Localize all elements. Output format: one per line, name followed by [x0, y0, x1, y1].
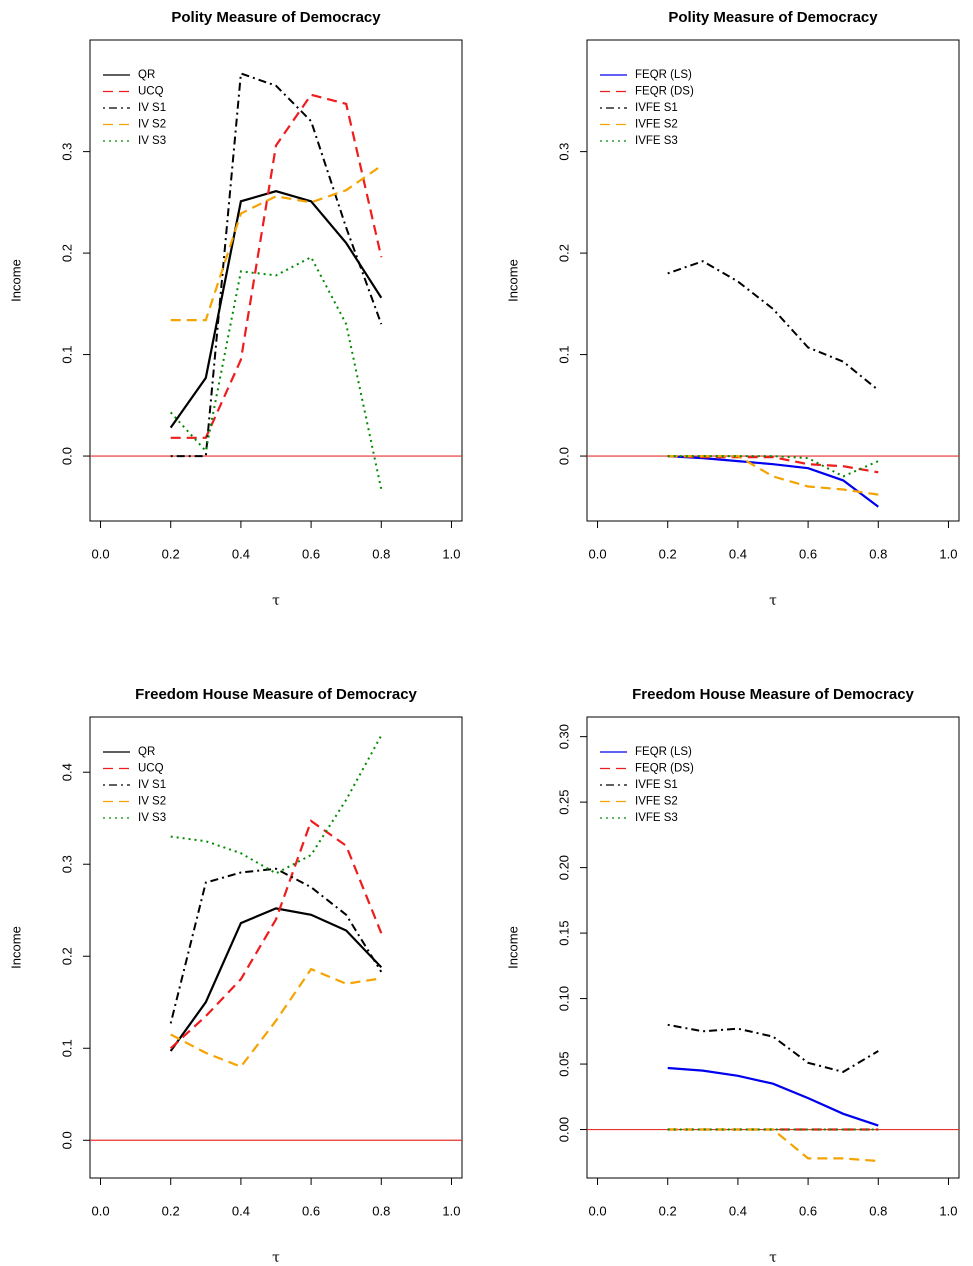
y-tick-label: 0.3 [556, 143, 571, 161]
y-tick-label: 0.0 [556, 447, 571, 465]
y-tick-label: 0.0 [59, 1131, 74, 1149]
x-tick-label: 0.2 [659, 1203, 677, 1218]
legend-label: UCQ [138, 86, 164, 98]
y-axis-label: Income [505, 926, 520, 969]
y-tick-label: 0.2 [556, 244, 571, 262]
x-tick-label: 0.2 [162, 1203, 180, 1218]
y-tick-label: 0.15 [556, 920, 571, 945]
x-axis-label: τ [769, 1250, 777, 1266]
y-tick-label: 0.2 [59, 244, 74, 262]
x-axis-label: τ [272, 1250, 280, 1266]
legend-label: IV S2 [138, 796, 166, 808]
x-tick-label: 0.6 [799, 1203, 817, 1218]
series-line [170, 93, 383, 439]
chart-title: Freedom House Measure of Democracy [632, 686, 914, 703]
y-axis-label: Income [8, 259, 23, 302]
series-line [667, 455, 879, 508]
x-tick-label: 1.0 [442, 1203, 460, 1218]
y-tick-label: 0.00 [556, 1117, 571, 1142]
legend-label: IV S3 [138, 135, 166, 147]
x-tick-label: 0.6 [302, 1203, 320, 1218]
series-line [667, 455, 879, 496]
legend-label: FEQR (DS) [635, 763, 694, 775]
x-tick-label: 0.4 [729, 1203, 747, 1218]
chart-title: Polity Measure of Democracy [668, 9, 878, 26]
x-tick-label: 0.2 [162, 546, 180, 561]
x-axis-label: τ [769, 593, 777, 609]
series-line [169, 867, 383, 1024]
x-tick-label: 0.0 [91, 546, 109, 561]
series-line [667, 1023, 879, 1073]
y-tick-label: 0.2 [59, 947, 74, 965]
x-tick-label: 0.8 [372, 1203, 390, 1218]
plot-box [586, 716, 960, 1179]
plot-box [586, 39, 960, 522]
chart-title: Freedom House Measure of Democracy [135, 686, 417, 703]
legend-label: IVFE S2 [635, 119, 678, 131]
series-line [170, 72, 383, 458]
x-tick-label: 0.4 [232, 546, 250, 561]
x-tick-label: 1.0 [442, 546, 460, 561]
legend-label: FEQR (LS) [635, 69, 692, 81]
legend-label: IV S1 [138, 102, 166, 114]
series-line [170, 967, 382, 1069]
series-line [169, 907, 383, 1052]
x-axis-label: τ [272, 593, 280, 609]
y-tick-label: 0.20 [556, 855, 571, 880]
legend-label: IV S2 [138, 119, 166, 131]
legend-label: IVFE S3 [635, 135, 678, 147]
legend-label: IVFE S1 [635, 779, 678, 791]
y-axis-label: Income [8, 926, 23, 969]
legend-label: IVFE S1 [635, 102, 678, 114]
y-axis-label: Income [505, 259, 520, 302]
y-tick-label: 0.3 [59, 143, 74, 161]
x-tick-label: 0.2 [659, 546, 677, 561]
legend-label: QR [138, 69, 155, 81]
x-tick-label: 0.6 [302, 546, 320, 561]
x-tick-label: 0.8 [869, 546, 887, 561]
y-tick-label: 0.1 [556, 346, 571, 364]
legend-label: UCQ [138, 763, 164, 775]
plot-box [89, 39, 463, 522]
y-tick-label: 0.25 [556, 789, 571, 814]
series-line [667, 1128, 879, 1163]
chart-title: Polity Measure of Democracy [171, 9, 381, 26]
y-tick-label: 0.1 [59, 346, 74, 364]
y-tick-label: 0.10 [556, 986, 571, 1011]
series-line [169, 255, 383, 490]
series-line [169, 190, 383, 429]
x-tick-label: 0.4 [729, 546, 747, 561]
x-tick-label: 0.0 [588, 1203, 606, 1218]
x-tick-label: 0.0 [588, 546, 606, 561]
legend-label: IVFE S3 [635, 812, 678, 824]
legend-label: IVFE S2 [635, 796, 678, 808]
plot-box [89, 716, 463, 1179]
x-tick-label: 0.0 [91, 1203, 109, 1218]
legend-label: QR [138, 746, 155, 758]
y-tick-label: 0.4 [59, 763, 74, 781]
series-line [170, 164, 382, 322]
y-tick-label: 0.05 [556, 1051, 571, 1076]
legend-label: IV S3 [138, 812, 166, 824]
x-tick-label: 1.0 [939, 1203, 957, 1218]
y-tick-label: 0.0 [59, 447, 74, 465]
y-tick-label: 0.1 [59, 1039, 74, 1057]
x-tick-label: 1.0 [939, 546, 957, 561]
x-tick-label: 0.8 [869, 1203, 887, 1218]
legend-label: FEQR (DS) [635, 86, 694, 98]
x-tick-label: 0.4 [232, 1203, 250, 1218]
y-tick-label: 0.3 [59, 855, 74, 873]
x-tick-label: 0.8 [372, 546, 390, 561]
y-tick-label: 0.30 [556, 724, 571, 749]
legend-label: FEQR (LS) [635, 746, 692, 758]
x-tick-label: 0.6 [799, 546, 817, 561]
series-line [169, 819, 383, 1050]
series-line [667, 455, 879, 478]
legend-label: IV S1 [138, 779, 166, 791]
series-line [667, 1066, 879, 1127]
series-line [667, 260, 879, 391]
